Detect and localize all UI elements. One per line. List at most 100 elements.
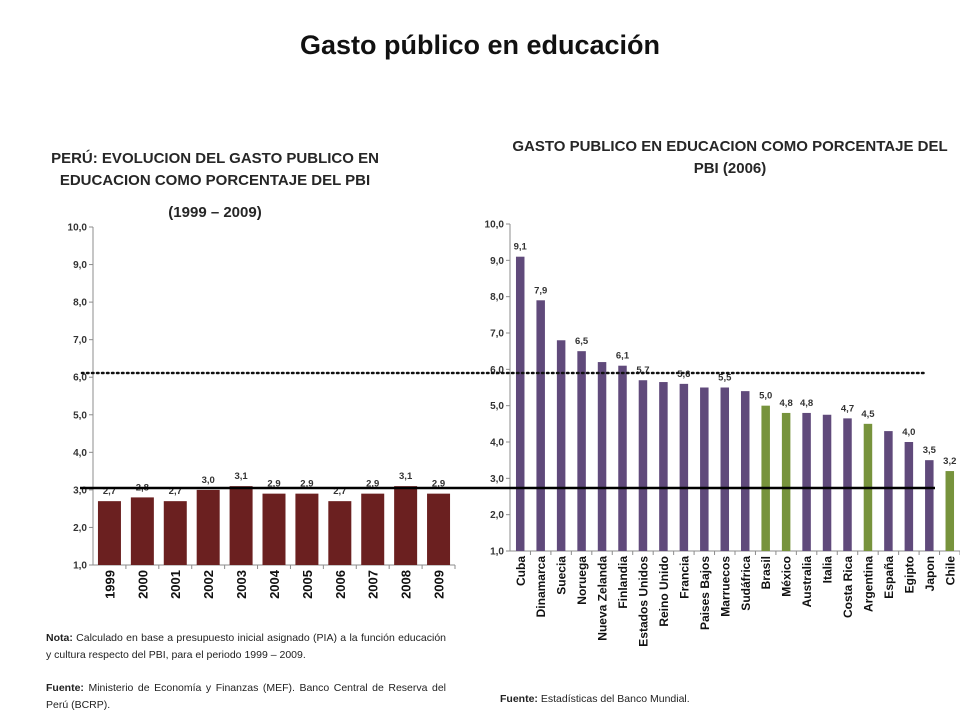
- intl-data-label: 9,1: [514, 242, 528, 253]
- intl-bar: [679, 383, 689, 551]
- intl-category-label: Paises Bajos: [698, 556, 712, 630]
- intl-category-label: Reino Unido: [657, 556, 671, 627]
- peru-y-tick-label: 8,0: [73, 298, 87, 309]
- peru-bar: [394, 486, 418, 565]
- intl-y-tick-label: 9,0: [490, 256, 504, 267]
- peru-category-label: 2001: [168, 570, 183, 599]
- intl-category-label: Japon: [923, 556, 937, 591]
- peru-bar: [97, 501, 121, 565]
- intl-bar: [556, 340, 566, 551]
- note-body: Calculado en base a presupuesto inicial …: [46, 632, 446, 661]
- peru-category-label: 2007: [366, 570, 381, 599]
- peru-bar: [295, 493, 319, 565]
- peru-bar: [130, 497, 154, 565]
- intl-y-tick-label: 7,0: [490, 329, 504, 340]
- left-chart-subtitle: (1999 – 2009): [168, 204, 262, 221]
- peru-bar: [163, 501, 187, 565]
- intl-category-label: Egipto: [902, 556, 916, 593]
- peru-y-tick-label: 2,0: [73, 523, 87, 534]
- intl-data-label: 4,0: [902, 427, 915, 438]
- peru-data-label: 2,9: [366, 479, 379, 490]
- intl-bar: [925, 460, 934, 551]
- page-title: Gasto público en educación: [299, 30, 661, 60]
- intl-bar: [843, 418, 852, 551]
- peru-category-label: 2004: [267, 569, 282, 599]
- intl-category-label: Italia: [821, 556, 835, 584]
- peru-data-label: 3,0: [202, 475, 215, 486]
- source-left-body: Ministerio de Economía y Finanzas (MEF).…: [46, 682, 446, 711]
- intl-data-label: 4,8: [780, 398, 793, 409]
- peru-data-label: 2,7: [103, 486, 116, 497]
- intl-data-label: 5,7: [636, 365, 649, 376]
- peru-y-tick-label: 9,0: [73, 260, 87, 271]
- intl-bar: [781, 412, 791, 551]
- intl-category-label: Nueva Zelanda: [596, 556, 610, 641]
- intl-data-label: 5,0: [759, 391, 772, 402]
- intl-category-label: Suecia: [555, 556, 569, 595]
- intl-category-label: Marruecos: [718, 556, 732, 617]
- source-right-body: Estadísticas del Banco Mundial.: [537, 693, 690, 705]
- intl-data-label: 7,9: [534, 285, 547, 296]
- intl-category-label: Estados Unidos: [637, 556, 651, 647]
- intl-bar: [597, 362, 607, 551]
- intl-data-label: 5,6: [677, 369, 690, 380]
- intl-bar: [515, 256, 525, 551]
- peru-data-label: 2,7: [169, 486, 182, 497]
- intl-bar: [802, 412, 811, 551]
- intl-y-tick-label: 8,0: [490, 292, 504, 303]
- peru-category-label: 2005: [300, 570, 315, 599]
- intl-category-label: Argentina: [862, 556, 876, 612]
- intl-category-label: Cuba: [514, 556, 528, 586]
- peru-y-tick-label: 7,0: [73, 335, 87, 346]
- intl-category-label: Dinamarca: [534, 556, 548, 618]
- peru-y-tick-label: 10,0: [68, 223, 88, 234]
- peru-data-label: 3,1: [399, 471, 413, 482]
- intl-bar: [720, 387, 730, 551]
- peru-y-tick-label: 3,0: [73, 485, 87, 496]
- peru-data-label: 2,9: [267, 479, 280, 490]
- intl-data-label: 4,5: [861, 409, 875, 420]
- peru-bar: [361, 493, 385, 565]
- peru-y-tick-label: 1,0: [73, 561, 87, 572]
- intl-y-tick-label: 4,0: [490, 438, 504, 449]
- intl-bar: [740, 391, 750, 551]
- intl-category-label: Brasil: [759, 556, 773, 589]
- peru-category-label: 2009: [431, 570, 446, 599]
- intl-data-label: 6,1: [616, 351, 630, 362]
- source-right-label: Fuente:: [500, 693, 538, 705]
- peru-category-label: 1999: [102, 570, 117, 599]
- intl-y-tick-label: 5,0: [490, 401, 504, 412]
- intl-data-label: 4,8: [800, 398, 813, 409]
- intl-y-tick-label: 10,0: [485, 220, 505, 231]
- intl-data-label: 4,7: [841, 403, 854, 414]
- peru-bar: [262, 493, 286, 565]
- intl-bar: [700, 387, 709, 551]
- peru-category-label: 2008: [399, 570, 414, 599]
- intl-bar: [618, 365, 627, 551]
- intl-category-label: Sudáfrica: [739, 556, 753, 611]
- peru-bar: [196, 489, 220, 565]
- intl-bar: [884, 431, 893, 551]
- intl-bar: [904, 442, 914, 551]
- peru-bar: [229, 486, 253, 565]
- intl-category-label: Francia: [677, 556, 691, 599]
- intl-category-label: España: [882, 556, 896, 599]
- intl-bar: [761, 405, 770, 551]
- intl-data-label: 6,5: [575, 336, 589, 347]
- intl-y-tick-label: 6,0: [490, 365, 504, 376]
- peru-y-tick-label: 6,0: [73, 373, 87, 384]
- peru-bar: [427, 493, 451, 565]
- intl-data-label: 3,2: [943, 456, 956, 467]
- intl-data-label: 5,5: [718, 373, 732, 384]
- source-right: Fuente: Estadísticas del Banco Mundial.: [500, 691, 800, 708]
- intl-category-label: Chile: [943, 556, 957, 586]
- intl-category-label: Australia: [800, 556, 814, 608]
- intl-y-tick-label: 3,0: [490, 474, 504, 485]
- note-text: Nota: Calculado en base a presupuesto in…: [46, 630, 446, 664]
- peru-y-tick-label: 4,0: [73, 448, 87, 459]
- right-chart-title: GASTO PUBLICO EN EDUCACION COMO PORCENTA…: [512, 138, 948, 177]
- source-left-label: Fuente:: [46, 682, 84, 694]
- intl-y-tick-label: 2,0: [490, 510, 504, 521]
- peru-bar: [328, 501, 352, 565]
